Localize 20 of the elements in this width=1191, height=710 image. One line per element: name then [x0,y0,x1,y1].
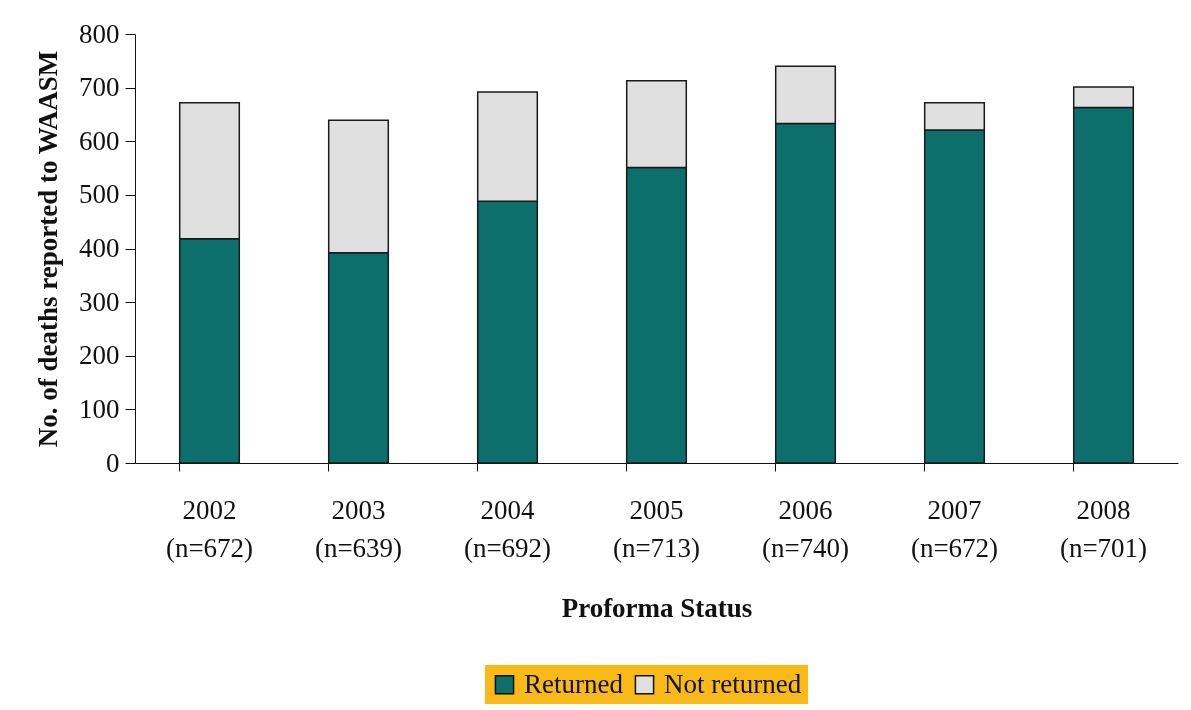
y-tick-label: 700 [79,72,120,103]
x-tick-label: 2008 (n=701) [1059,494,1148,563]
y-tick-label: 0 [106,447,120,478]
y-tick-label: 500 [79,179,120,210]
x-tick-label: 2003 (n=639) [314,494,403,563]
x-tick-label: 2007 (n=672) [910,494,999,563]
y-tick-label: 800 [79,18,120,49]
x-axis-title: Proforma Status [561,592,753,623]
y-tick-label: 300 [79,286,120,317]
y-tick-label: 600 [79,125,120,156]
x-tick-label: 2005 (n=713) [612,494,701,563]
y-tick-label: 100 [79,393,120,424]
x-tick-label: 2004 (n=692) [463,494,552,563]
y-tick-label: 200 [79,340,120,371]
legend-label: Not returned [664,668,802,699]
y-axis-title: No. of deaths reported to WAASM [33,50,63,448]
y-tick-label: 400 [79,233,120,263]
x-tick-label: 2006 (n=740) [761,494,850,563]
x-tick-label: 2002 (n=672) [165,494,254,563]
legend-label: Returned [524,668,624,699]
